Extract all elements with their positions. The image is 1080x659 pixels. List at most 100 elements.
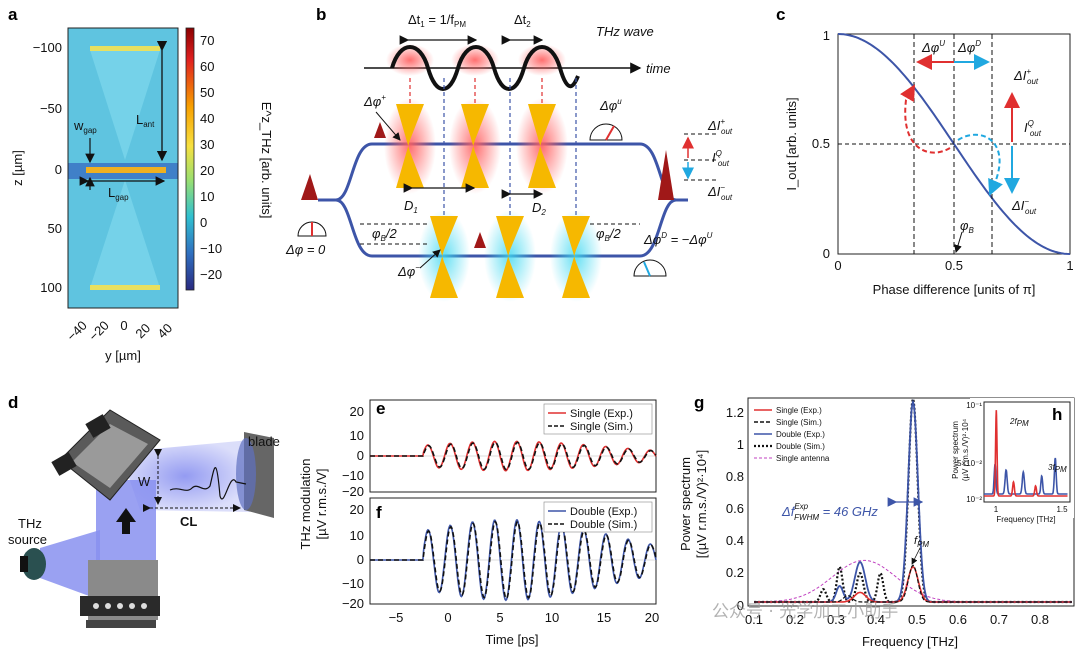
lant-label: L (136, 112, 143, 127)
h-x-tick: 1.5 (1056, 505, 1068, 514)
dphi-u-label: Δφ (599, 98, 618, 113)
legend-item: Double (Sim.) (570, 519, 637, 531)
panel-ef: e f Single (Exp.) Single (Sim.) Double (… (298, 399, 659, 647)
svg-text:wgap: wgap (73, 118, 97, 135)
axis-y: −40 −20 0 20 40 y [µm] (64, 318, 176, 363)
svg-text:ΔI+out: ΔI+ out (1013, 67, 1039, 86)
panel-label-b: b (316, 5, 326, 24)
f3-label: 3f (1048, 463, 1055, 472)
e-y-tick: −20 (342, 484, 364, 499)
legend-g: Single (Exp.) Single (Sim.) Double (Exp.… (754, 406, 830, 463)
w-label: W (138, 474, 151, 489)
c-x-tick: 0 (834, 258, 841, 273)
dt2-label: Δt (514, 12, 527, 27)
svg-text:3fPM: 3fPM (1048, 463, 1067, 474)
svg-text:Δφ+: Δφ+ (363, 93, 386, 109)
watermark: 公众号 · 光学加工小助手 (712, 602, 898, 622)
g-y-tick: 0 (737, 598, 744, 613)
d2-label: D (532, 200, 541, 215)
z-tick: 50 (48, 221, 62, 236)
svg-text:Lgap: Lgap (108, 185, 129, 202)
z-tick: −50 (40, 101, 62, 116)
series-double-exp (370, 519, 657, 602)
ef-x-tick: 5 (496, 610, 503, 625)
svg-text:Δt2: Δt2 (514, 12, 531, 29)
g-x-tick: 0.4 (867, 612, 885, 627)
upper-antennas (384, 98, 568, 194)
e-y-tick: 20 (350, 404, 364, 419)
g-x-tick: 0.6 (949, 612, 967, 627)
cbar-tick: 0 (200, 215, 207, 230)
cbar-tick: 70 (200, 33, 214, 48)
IQ-b: I (712, 150, 716, 165)
h-x-tick: 1 (994, 505, 999, 514)
legend-f (543, 501, 653, 533)
f-y-tick: 20 (350, 502, 364, 517)
dI-minus-c: ΔI (1011, 198, 1025, 213)
dphi-minus-label: Δφ (397, 264, 416, 279)
panel-label-d: d (8, 393, 18, 412)
legend-e (543, 403, 653, 435)
phiB-half-right: φ (596, 226, 605, 241)
cbar-tick: 60 (200, 59, 214, 74)
fpm-label: f (914, 535, 918, 547)
e-y-tick: 0 (357, 448, 364, 463)
g-y-tick: 0.6 (726, 501, 744, 516)
legend-item: Single (Sim.) (776, 418, 822, 427)
cbar-tick: 20 (200, 163, 214, 178)
thz-waveform (169, 467, 247, 500)
thz-wave (390, 45, 580, 91)
g-y-tick: 1.2 (726, 405, 744, 420)
y-tick: 0 (120, 318, 127, 333)
series-double-sim (370, 520, 657, 600)
c-x-label: Phase difference [units of π] (873, 282, 1036, 297)
axis-z: −100 −50 0 50 100 z [µm] (10, 40, 62, 295)
h-y-tick: 10⁻¹ (966, 401, 982, 410)
dI-plus-b: ΔI (707, 118, 721, 133)
f2-label: 2f (1009, 417, 1017, 426)
svg-text:φB: φB (960, 218, 974, 235)
cbar-tick: 30 (200, 137, 214, 152)
panel-c: c ΔφU ΔφD ΔI+ out IQ out ΔI− out φB 0 0.5 1… (776, 5, 1074, 297)
blade-label: blade (248, 434, 280, 449)
svg-text:φB/2: φB/2 (596, 226, 621, 243)
g-x-tick: 0.1 (745, 612, 763, 627)
panel-label-e: e (376, 399, 385, 418)
svg-text:D1: D1 (404, 198, 418, 215)
y-label: y [µm] (105, 348, 141, 363)
cl-label: CL (180, 514, 197, 529)
dphi-zero-label: Δφ = 0 (285, 242, 326, 257)
z-tick: 0 (55, 162, 62, 177)
h-y-label-2: (µV r.m.s./V)²·10⁴ (961, 418, 970, 481)
g-y-tick: 1 (737, 437, 744, 452)
ef-y-label-2: [µV r.m.s./V] (314, 468, 329, 539)
f-y-tick: 0 (357, 552, 364, 567)
panel-label-a: a (8, 5, 18, 24)
svg-text:fPM: fPM (914, 535, 929, 549)
wgap-label: w (73, 118, 84, 133)
fwhm-label: Δf (781, 504, 796, 519)
series-single-sim-g (754, 564, 1072, 603)
cbar-tick: −10 (200, 241, 222, 256)
svg-text:Lant: Lant (136, 112, 155, 129)
plot-frame-f (369, 497, 657, 605)
ef-x-tick: 0 (444, 610, 451, 625)
dphiD-label: Δφ (643, 232, 662, 247)
cbar-tick: 10 (200, 189, 214, 204)
ef-y-label-1: THz modulation (298, 458, 313, 549)
g-x-tick: 0.2 (786, 612, 804, 627)
gap-hotspot (86, 167, 166, 173)
dI-plus-c: ΔI (1013, 68, 1027, 83)
cbar-tick: −20 (200, 267, 222, 282)
y-tick: 20 (132, 320, 153, 341)
svg-text:Δt1 = 1/fPM: Δt1 = 1/fPM (408, 12, 466, 29)
dI-minus-b: ΔI (707, 184, 721, 199)
upper-arm (318, 142, 688, 202)
h-y-tick: 10⁻² (966, 495, 982, 504)
ef-x-tick: 10 (545, 610, 559, 625)
g-x-tick: 0.3 (827, 612, 845, 627)
dphiU-c: Δφ (921, 40, 940, 55)
svg-text:ΔφD = −ΔφU: ΔφD = −ΔφU (643, 231, 713, 247)
svg-text:Δφ−: Δφ− (397, 263, 420, 279)
panel-label-g: g (694, 393, 704, 412)
